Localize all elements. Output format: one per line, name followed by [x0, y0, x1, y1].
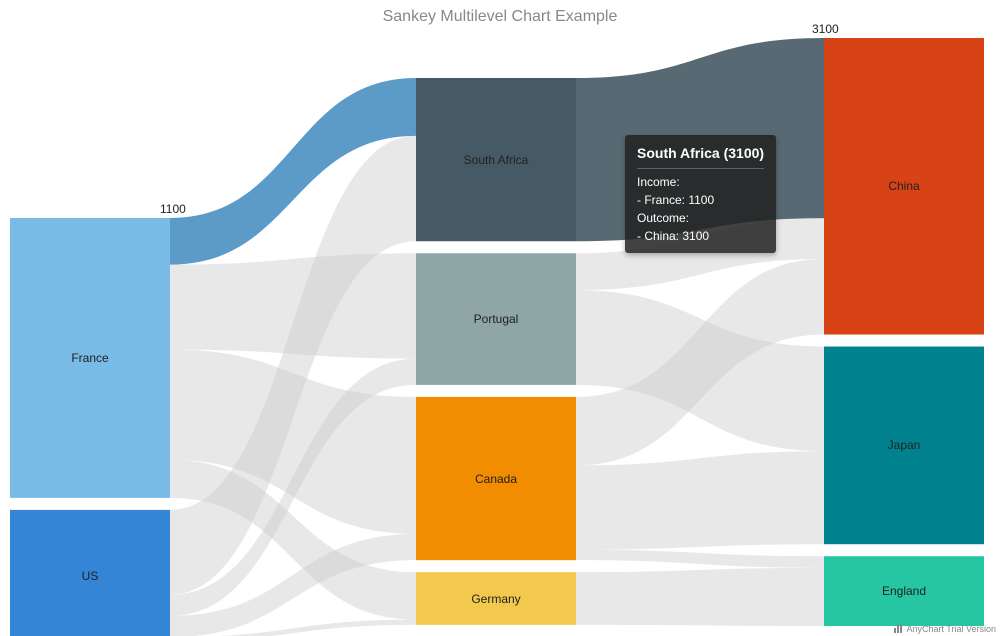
tooltip-line: - China: 3100: [637, 227, 764, 245]
sankey-chart: Sankey Multilevel Chart Example FranceUS…: [0, 0, 1000, 636]
credit-label: AnyChart Trial Version: [894, 623, 996, 634]
sankey-node[interactable]: [824, 347, 984, 545]
sankey-node[interactable]: [416, 253, 576, 385]
tooltip-line: Outcome:: [637, 209, 764, 227]
sankey-node[interactable]: [824, 38, 984, 335]
sankey-node[interactable]: [10, 510, 170, 636]
sankey-node[interactable]: [416, 397, 576, 560]
sankey-link[interactable]: [576, 550, 824, 568]
sankey-node[interactable]: [10, 218, 170, 498]
node-tooltip: South Africa (3100) Income: - France: 11…: [625, 135, 776, 253]
tooltip-line: Income:: [637, 173, 764, 191]
sankey-node[interactable]: [416, 78, 576, 241]
sankey-link[interactable]: [576, 568, 824, 626]
sankey-node[interactable]: [824, 556, 984, 626]
chart-icon: [894, 623, 904, 633]
sankey-node[interactable]: [416, 572, 576, 625]
tooltip-title: South Africa (3100): [637, 143, 764, 169]
chart-title: Sankey Multilevel Chart Example: [0, 8, 1000, 26]
sankey-link[interactable]: [576, 451, 824, 549]
credit-text: AnyChart Trial Version: [906, 624, 996, 634]
tooltip-line: - France: 1100: [637, 191, 764, 209]
sankey-svg: [0, 0, 1000, 636]
